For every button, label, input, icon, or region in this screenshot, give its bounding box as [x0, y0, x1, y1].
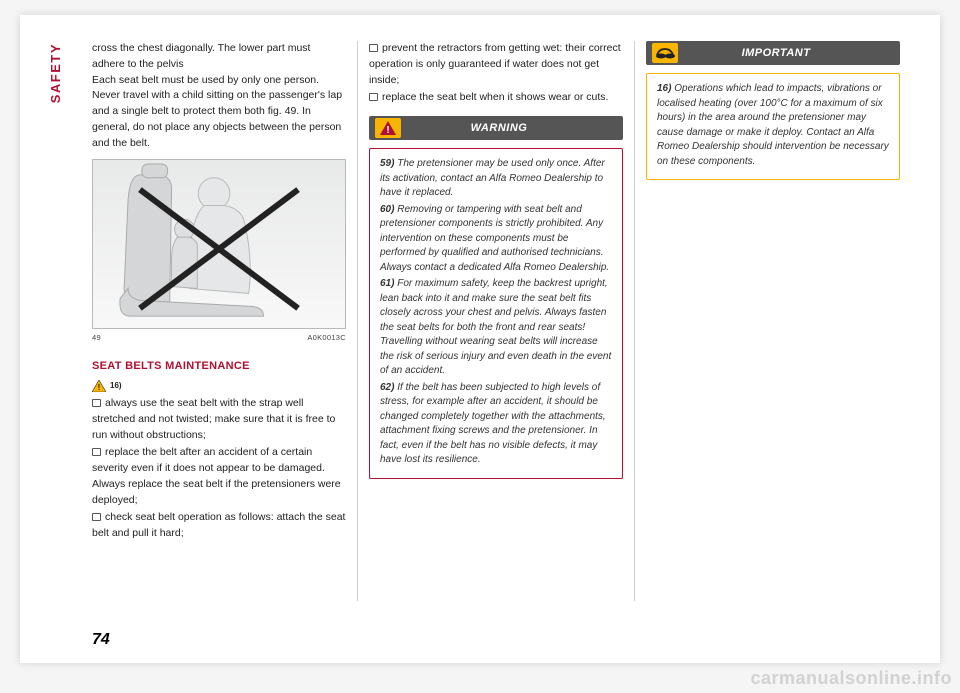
bullet-item: replace the seat belt when it shows wear… [369, 90, 623, 106]
column-2: prevent the retractors from getting wet:… [369, 41, 623, 601]
figure-number: 49 [92, 332, 101, 343]
section-heading: SEAT BELTS MAINTENANCE [92, 358, 346, 375]
warning-triangle-icon: ! [92, 380, 106, 392]
warning-title: WARNING [401, 120, 623, 137]
bullet-item: check seat belt operation as follows: at… [92, 510, 346, 542]
important-ref: ! 16) [92, 380, 346, 392]
bullet-icon [369, 44, 378, 52]
column-divider [357, 41, 358, 601]
warning-item: 62) If the belt has been subjected to hi… [380, 381, 612, 468]
bullet-icon [369, 93, 378, 101]
warning-item: 60) Removing or tampering with seat belt… [380, 203, 612, 276]
important-text: Operations which lead to impacts, vibrat… [657, 83, 889, 167]
warning-num: 60) [380, 204, 394, 215]
important-header: IMPORTANT [646, 41, 900, 65]
bullet-text: replace the belt after an accident of a … [92, 446, 341, 505]
bullet-item: always use the seat belt with the strap … [92, 396, 346, 443]
warning-header: ! WARNING [369, 116, 623, 140]
important-item: 16) Operations which lead to impacts, vi… [657, 82, 889, 169]
svg-text:!: ! [98, 383, 101, 392]
ref-number: 16) [110, 380, 122, 392]
manual-page: SAFETY cross the chest diagonally. The l… [20, 15, 940, 663]
warning-num: 59) [380, 158, 394, 169]
figure-caption: 49 A0K0013C [92, 332, 346, 343]
bullet-icon [92, 448, 101, 456]
content-columns: cross the chest diagonally. The lower pa… [92, 41, 900, 601]
column-divider [634, 41, 635, 601]
warning-text: The pretensioner may be used only once. … [380, 158, 605, 198]
figure-49 [92, 159, 346, 329]
warning-text: For maximum safety, keep the backrest up… [380, 278, 611, 376]
figure-code: A0K0013C [307, 332, 346, 343]
bullet-text: replace the seat belt when it shows wear… [382, 91, 608, 103]
watermark: carmanualsonline.info [742, 664, 960, 693]
bullet-item: replace the belt after an accident of a … [92, 445, 346, 508]
warning-num: 62) [380, 382, 394, 393]
warning-item: 61) For maximum safety, keep the backres… [380, 277, 612, 379]
warning-body: 59) The pretensioner may be used only on… [369, 148, 623, 479]
important-header-icon [652, 43, 678, 63]
warning-text: If the belt has been subjected to high l… [380, 382, 606, 466]
intro-text: cross the chest diagonally. The lower pa… [92, 41, 346, 151]
column-1: cross the chest diagonally. The lower pa… [92, 41, 346, 601]
bullet-item: prevent the retractors from getting wet:… [369, 41, 623, 88]
page-number: 74 [92, 631, 110, 649]
warning-header-icon: ! [375, 118, 401, 138]
svg-text:!: ! [386, 125, 389, 135]
important-body: 16) Operations which lead to impacts, vi… [646, 73, 900, 180]
important-title: IMPORTANT [678, 45, 900, 62]
important-num: 16) [657, 83, 671, 94]
warning-num: 61) [380, 278, 394, 289]
bullet-text: prevent the retractors from getting wet:… [369, 42, 621, 86]
bullet-text: check seat belt operation as follows: at… [92, 511, 345, 539]
column-3: IMPORTANT 16) Operations which lead to i… [646, 41, 900, 601]
chapter-label: SAFETY [48, 43, 63, 103]
warning-item: 59) The pretensioner may be used only on… [380, 157, 612, 201]
bullet-icon [92, 399, 101, 407]
bullet-text: always use the seat belt with the strap … [92, 397, 335, 441]
bullet-icon [92, 513, 101, 521]
warning-text: Removing or tampering with seat belt and… [380, 204, 609, 273]
